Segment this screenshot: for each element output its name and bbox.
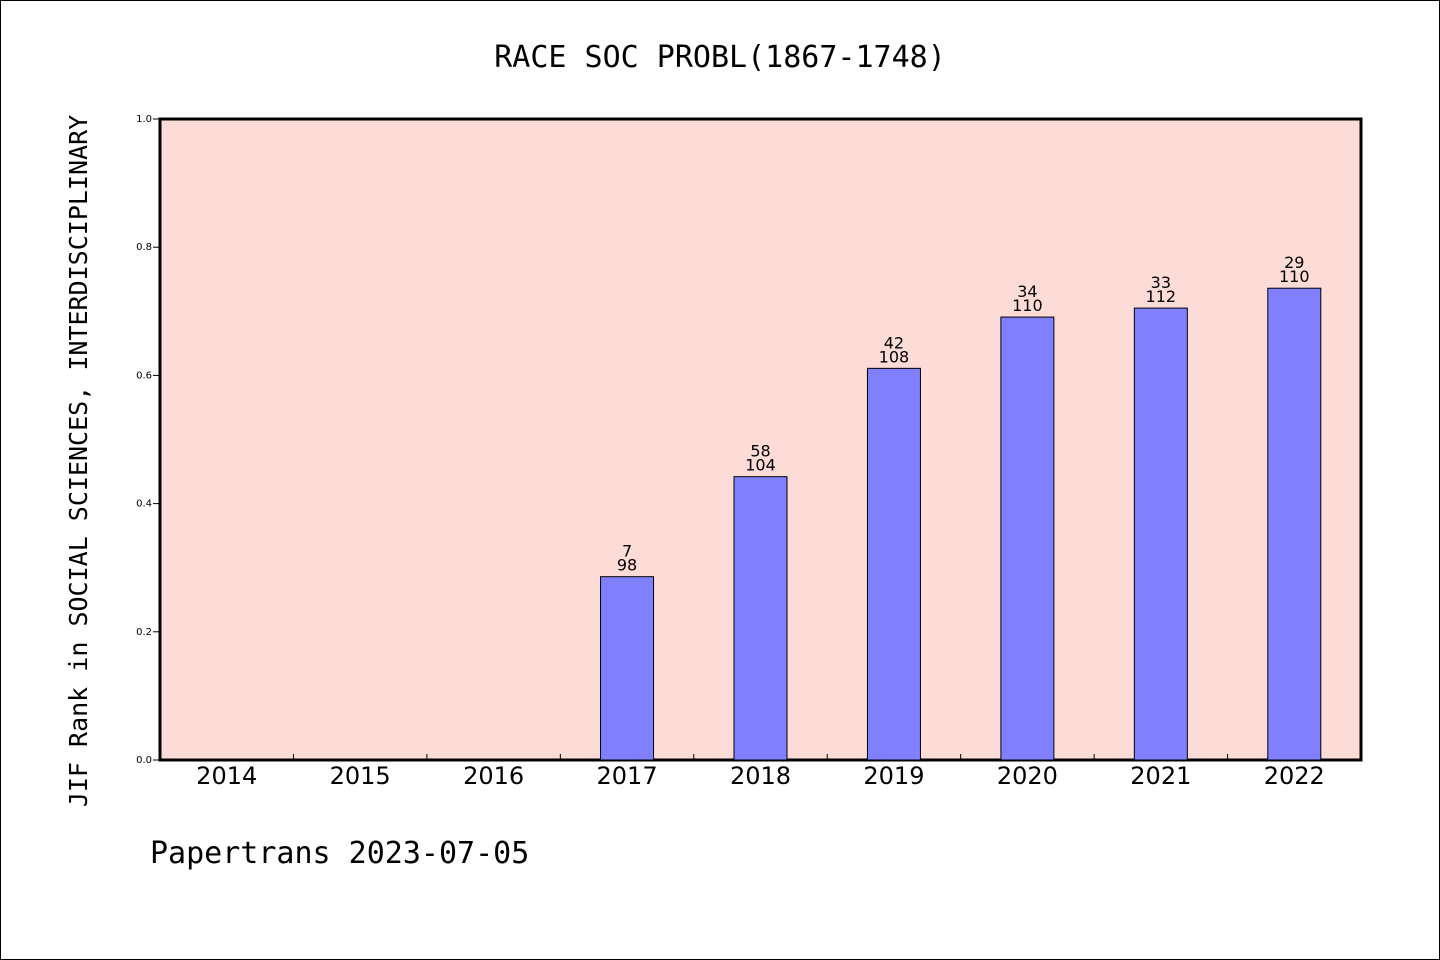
x-tick-label: 2022: [1264, 762, 1325, 790]
x-tick-label: 2015: [330, 762, 391, 790]
y-tick-label: 0.8: [136, 242, 152, 253]
x-tick-label: 2021: [1130, 762, 1191, 790]
bars: [600, 287, 1322, 761]
x-tick-label: 2017: [597, 762, 658, 790]
x-tick-label: 2016: [463, 762, 524, 790]
y-tick-label: 0.0: [136, 755, 152, 766]
bar-rank-label: 58: [750, 442, 770, 461]
bar-total-label: 104: [745, 456, 776, 475]
y-tick-label: 1.0: [136, 114, 152, 125]
bar-total-label: 110: [1012, 296, 1043, 315]
x-tick-label: 2014: [196, 762, 257, 790]
bar-rank-label: 33: [1151, 273, 1171, 292]
y-tick-label: 0.2: [136, 627, 152, 638]
x-axis-ticks: 2014 2015 2016 2017 2018 2019 2020 2021 2022: [196, 754, 1325, 790]
bar-2021: [1133, 307, 1188, 761]
y-axis-ticks: 0.0 0.2 0.4 0.6 0.8 1.0: [136, 114, 160, 766]
bar-total-label: 110: [1279, 267, 1310, 286]
y-axis-label: JIF Rank in SOCIAL SCIENCES, INTERDISCIP…: [64, 115, 93, 807]
bar-total-label: 98: [617, 556, 637, 575]
bar-rank-label: 42: [884, 333, 904, 352]
x-tick-label: 2018: [730, 762, 791, 790]
footer-credit: Papertrans 2023-07-05: [150, 836, 529, 871]
bar-2022: [1267, 287, 1322, 761]
bar-2020: [1000, 316, 1055, 761]
bar-total-label: 108: [879, 347, 910, 366]
bar-rank-label: 34: [1017, 282, 1037, 301]
chart-title: RACE SOC PROBL(1867-1748): [494, 40, 946, 75]
bar-total-label: 112: [1146, 287, 1177, 306]
x-tick-label: 2019: [863, 762, 924, 790]
y-tick-label: 0.6: [136, 370, 152, 381]
x-tick-label: 2020: [997, 762, 1058, 790]
bar-rank-label: 7: [622, 542, 632, 561]
bar-2019: [866, 367, 921, 761]
bar-2018: [733, 476, 788, 761]
bar-2017: [600, 576, 655, 761]
y-tick-label: 0.4: [136, 499, 152, 510]
bar-rank-label: 29: [1284, 253, 1304, 272]
